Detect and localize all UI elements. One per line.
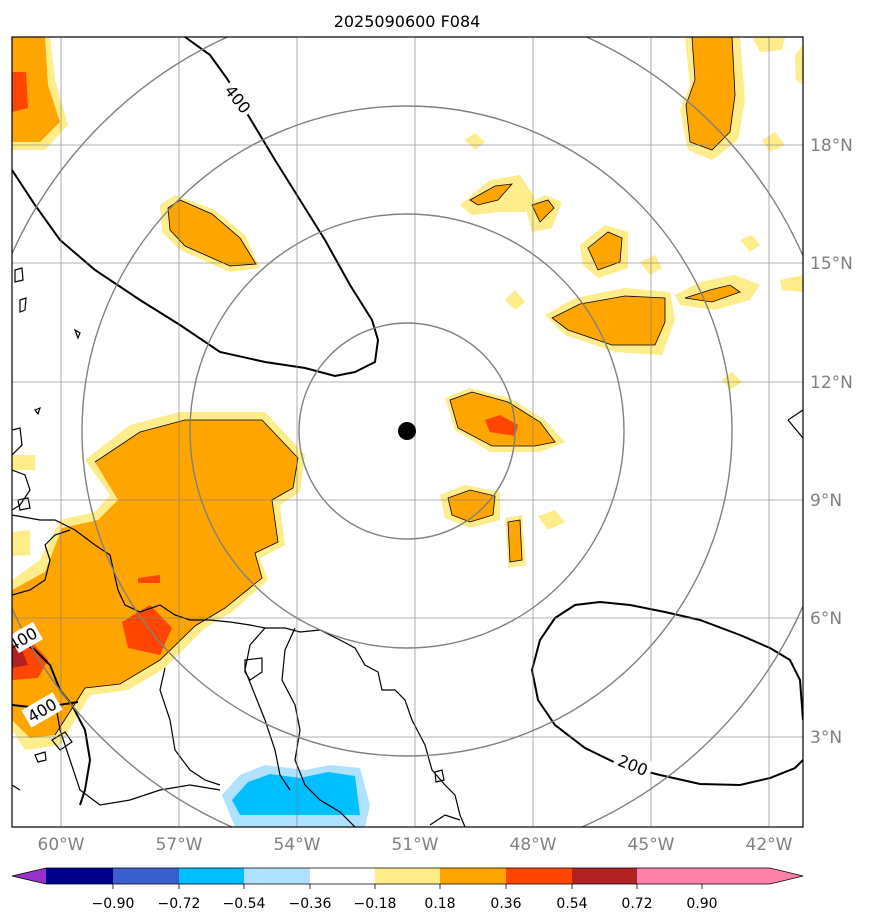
- colorbar-tick-3: −0.36: [289, 896, 332, 912]
- grid-lines: [12, 37, 803, 827]
- lat-label-6n: 6°N: [810, 609, 842, 629]
- colorbar-segment-10: [637, 868, 702, 884]
- colorbar-tick-4: −0.18: [354, 896, 397, 912]
- colorbar: −0.90 −0.72 −0.54 −0.36 −0.18 0.18 0.36 …: [11, 867, 804, 912]
- colorbar-segment-5: [310, 868, 375, 884]
- shaded-field: [12, 37, 803, 750]
- lon-labels: 60°W 57°W 54°W 51°W 48°W 45°W 42°W: [38, 835, 793, 855]
- colorbar-tick-1: −0.72: [158, 896, 201, 912]
- lon-label-60w: 60°W: [38, 835, 85, 855]
- lat-label-3n: 3°N: [810, 728, 842, 748]
- colorbar-segment-3: [179, 868, 244, 884]
- lon-label-42w: 42°W: [746, 835, 793, 855]
- lon-label-54w: 54°W: [274, 835, 321, 855]
- lat-label-9n: 9°N: [810, 491, 842, 511]
- map-area: 400 400 400 200: [12, 37, 803, 827]
- colorbar-segment-4: [244, 868, 310, 884]
- colorbar-tick-2: −0.54: [223, 896, 266, 912]
- map-title: 2025090600 F084: [334, 12, 481, 31]
- negative-field: [222, 765, 370, 827]
- colorbar-tick-6: 0.36: [490, 896, 521, 912]
- colorbar-segment-1: [46, 868, 113, 884]
- colorbar-segment-8: [506, 868, 572, 884]
- map-frame: [11, 36, 804, 828]
- colorbar-segment-6: [375, 868, 440, 884]
- lat-label-12n: 12°N: [810, 373, 853, 393]
- lon-label-51w: 51°W: [392, 835, 439, 855]
- colorbar-segment-7: [440, 868, 506, 884]
- colorbar-tick-7: 0.54: [556, 896, 587, 912]
- lat-label-15n: 15°N: [810, 254, 853, 274]
- colorbar-tick-5: 0.18: [424, 896, 455, 912]
- colorbar-tick-0: −0.90: [92, 896, 135, 912]
- lat-label-18n: 18°N: [810, 136, 853, 156]
- lon-label-45w: 45°W: [628, 835, 675, 855]
- colorbar-segment-0: [12, 868, 46, 884]
- lon-label-57w: 57°W: [156, 835, 203, 855]
- colorbar-segment-11: [702, 868, 803, 884]
- colorbar-tick-9: 0.90: [686, 896, 717, 912]
- colorbar-outline: [11, 867, 804, 885]
- thin-contours: [54, 37, 741, 736]
- colorbar-tick-8: 0.72: [621, 896, 652, 912]
- storm-center-marker: [398, 422, 416, 440]
- lon-label-48w: 48°W: [510, 835, 557, 855]
- colorbar-segment-9: [572, 868, 637, 884]
- colorbar-segment-2: [113, 868, 179, 884]
- range-rings: [12, 37, 803, 827]
- lat-labels: 18°N 15°N 12°N 9°N 6°N 3°N: [810, 136, 853, 748]
